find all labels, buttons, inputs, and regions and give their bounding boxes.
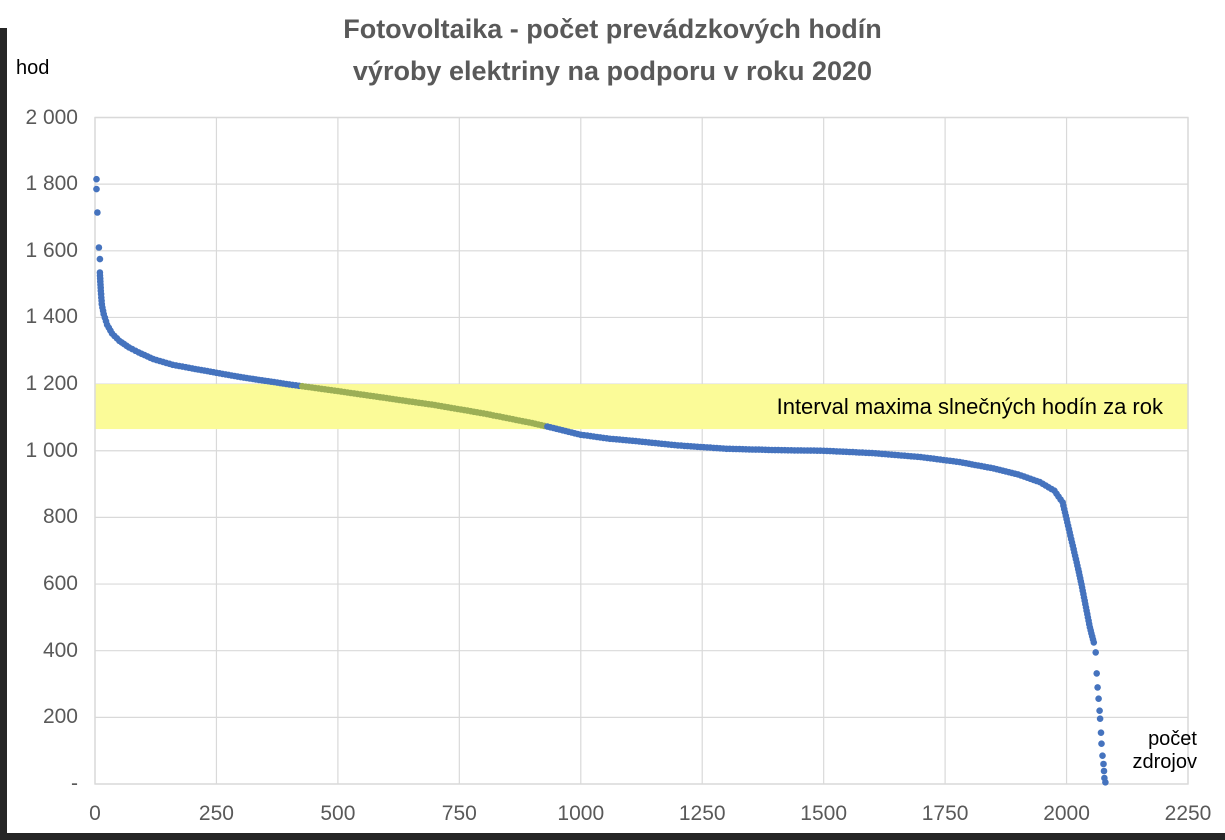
x-tick-label: 2250 xyxy=(1164,802,1212,825)
y-tick-label: 800 xyxy=(42,505,78,529)
data-point xyxy=(96,255,104,263)
y-tick-label: 1 200 xyxy=(25,372,78,396)
x-tick-label: 2000 xyxy=(1043,802,1090,825)
y-tick-label: 1 000 xyxy=(25,438,78,462)
data-point xyxy=(1096,707,1103,714)
data-point xyxy=(93,175,100,183)
y-tick-label: 2 000 xyxy=(25,105,78,129)
y-tick-label: 600 xyxy=(42,572,78,596)
data-point xyxy=(1093,670,1100,677)
window-frame-bottom xyxy=(0,833,1225,840)
x-tick-label: 750 xyxy=(441,802,477,825)
x-tick-label: 250 xyxy=(198,802,234,825)
x-tick-label: 1250 xyxy=(678,802,726,825)
data-point xyxy=(1090,639,1098,646)
x-axis-unit-line2: zdrojov xyxy=(1132,751,1197,773)
y-axis-unit-label: hod xyxy=(16,57,50,79)
data-point xyxy=(93,185,100,193)
x-axis-unit-label: počet zdrojov xyxy=(1037,728,1197,774)
data-point xyxy=(1095,695,1102,702)
data-point xyxy=(1100,760,1107,768)
data-point xyxy=(1092,649,1099,656)
data-point xyxy=(1097,729,1105,736)
chart-title-line2: výroby elektriny na podporu v roku 2020 xyxy=(352,56,873,86)
window-frame-left xyxy=(0,28,7,840)
highlight-band-label: Interval maxima slnečných hodín za rok xyxy=(776,394,1163,419)
data-point xyxy=(1094,684,1101,691)
y-tick-label: 200 xyxy=(42,705,78,729)
data-point xyxy=(1098,740,1105,747)
data-point xyxy=(95,244,103,251)
data-point xyxy=(1096,715,1104,722)
highlight-band xyxy=(95,384,1188,430)
data-point xyxy=(1099,752,1106,759)
x-tick-label: 500 xyxy=(320,802,356,825)
chart-title-line1: Fotovoltaika - počet prevádzkových hodín xyxy=(343,14,882,44)
y-tick-label: - xyxy=(71,772,78,795)
x-tick-label: 1750 xyxy=(921,802,969,825)
x-axis-unit-line1: počet xyxy=(1148,728,1197,750)
x-tick-label: 0 xyxy=(89,802,101,825)
y-tick-label: 1 800 xyxy=(25,172,78,196)
y-tick-label: 400 xyxy=(42,638,78,662)
x-tick-label: 1000 xyxy=(557,802,605,825)
y-tick-label: 1 600 xyxy=(25,238,78,262)
x-tick-label: 1500 xyxy=(800,802,848,825)
y-tick-label: 1 400 xyxy=(25,305,78,329)
data-point xyxy=(1102,779,1109,786)
data-point xyxy=(1100,767,1108,775)
plot-border xyxy=(94,116,1189,785)
data-point xyxy=(94,209,101,216)
chart-title: Fotovoltaika - počet prevádzkových hodín… xyxy=(0,8,1225,92)
